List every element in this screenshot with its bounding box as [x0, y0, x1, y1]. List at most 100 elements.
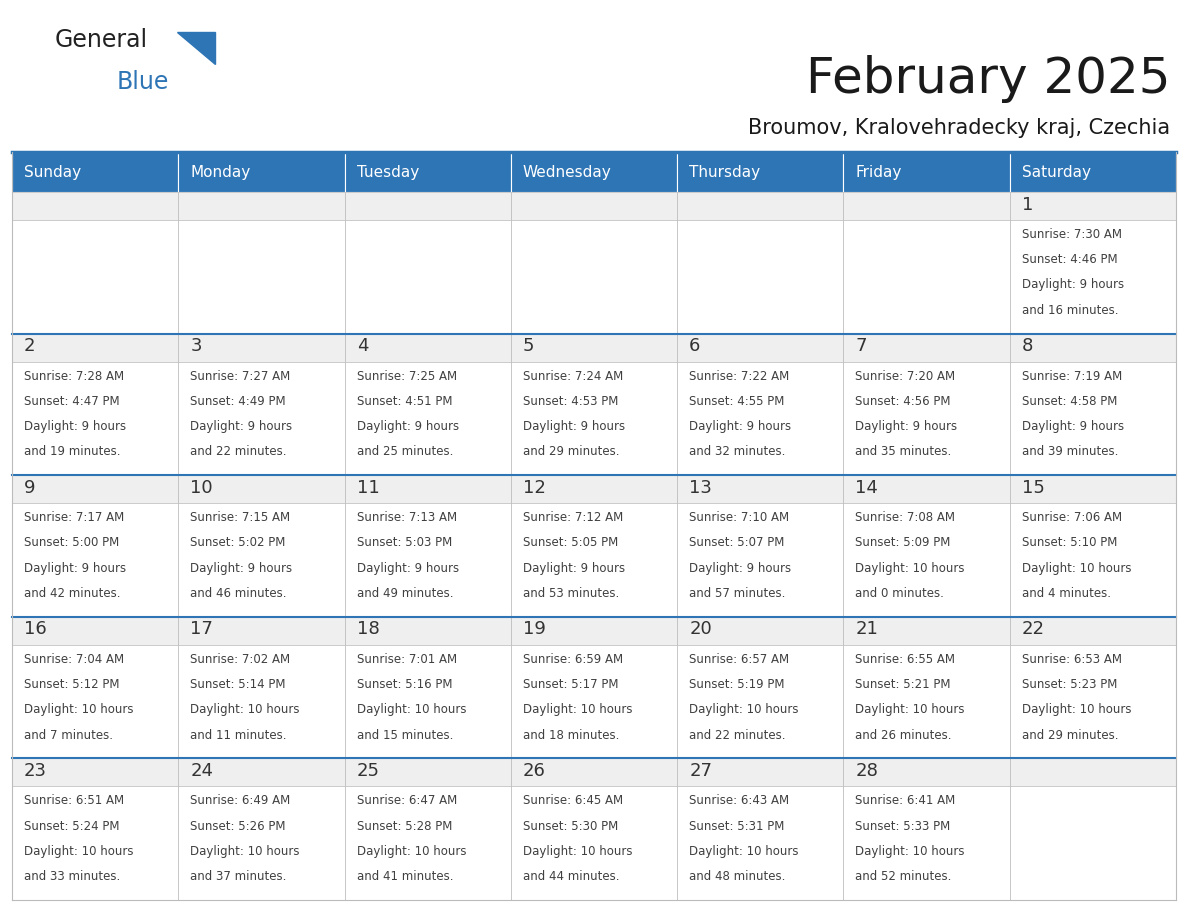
Text: Sunset: 5:21 PM: Sunset: 5:21 PM — [855, 678, 950, 691]
Bar — [12, 192, 178, 220]
Text: Sunset: 5:03 PM: Sunset: 5:03 PM — [356, 536, 451, 550]
Text: Sunrise: 6:57 AM: Sunrise: 6:57 AM — [689, 653, 789, 666]
Bar — [843, 333, 1010, 362]
Bar — [843, 192, 1010, 220]
Bar — [178, 192, 345, 333]
Text: Sunrise: 7:01 AM: Sunrise: 7:01 AM — [356, 653, 456, 666]
Bar — [843, 192, 1010, 333]
Bar — [345, 617, 511, 644]
Text: Sunrise: 7:24 AM: Sunrise: 7:24 AM — [523, 370, 624, 383]
Bar — [677, 758, 843, 787]
Bar — [511, 617, 677, 758]
Bar — [1010, 476, 1176, 503]
Bar — [345, 192, 511, 220]
Text: Daylight: 10 hours: Daylight: 10 hours — [855, 562, 965, 575]
Text: Daylight: 10 hours: Daylight: 10 hours — [689, 845, 798, 858]
Text: and 42 minutes.: and 42 minutes. — [24, 587, 120, 600]
Bar — [843, 333, 1010, 476]
Text: and 57 minutes.: and 57 minutes. — [689, 587, 785, 600]
Bar — [345, 333, 511, 362]
Text: 14: 14 — [855, 479, 878, 497]
Text: 11: 11 — [356, 479, 379, 497]
Text: and 53 minutes.: and 53 minutes. — [523, 587, 619, 600]
Text: Broumov, Kralovehradecky kraj, Czechia: Broumov, Kralovehradecky kraj, Czechia — [748, 118, 1170, 138]
Text: Sunset: 5:31 PM: Sunset: 5:31 PM — [689, 820, 784, 833]
Bar — [843, 476, 1010, 617]
Text: and 46 minutes.: and 46 minutes. — [190, 587, 286, 600]
Text: Blue: Blue — [116, 70, 170, 94]
Text: and 52 minutes.: and 52 minutes. — [855, 870, 952, 883]
Bar — [12, 758, 178, 787]
Text: Sunset: 5:33 PM: Sunset: 5:33 PM — [855, 820, 950, 833]
Bar — [12, 758, 178, 900]
Text: Daylight: 9 hours: Daylight: 9 hours — [855, 420, 958, 433]
Bar — [1010, 333, 1176, 476]
Text: Daylight: 10 hours: Daylight: 10 hours — [523, 845, 632, 858]
Text: Sunset: 5:16 PM: Sunset: 5:16 PM — [356, 678, 453, 691]
Text: Saturday: Saturday — [1022, 164, 1091, 180]
Bar — [12, 192, 178, 333]
Text: Sunrise: 7:22 AM: Sunrise: 7:22 AM — [689, 370, 789, 383]
Text: 24: 24 — [190, 762, 214, 780]
Text: Tuesday: Tuesday — [356, 164, 419, 180]
Text: Daylight: 10 hours: Daylight: 10 hours — [855, 845, 965, 858]
Text: and 16 minutes.: and 16 minutes. — [1022, 304, 1118, 317]
Text: and 48 minutes.: and 48 minutes. — [689, 870, 785, 883]
Text: 15: 15 — [1022, 479, 1044, 497]
Bar — [511, 617, 677, 644]
Text: Sunset: 5:02 PM: Sunset: 5:02 PM — [190, 536, 285, 550]
Text: Sunrise: 6:49 AM: Sunrise: 6:49 AM — [190, 794, 291, 808]
Text: Sunrise: 7:17 AM: Sunrise: 7:17 AM — [24, 511, 125, 524]
Bar — [511, 152, 677, 192]
Text: Thursday: Thursday — [689, 164, 760, 180]
Text: Sunrise: 7:19 AM: Sunrise: 7:19 AM — [1022, 370, 1121, 383]
Text: 2: 2 — [24, 337, 36, 355]
Text: 28: 28 — [855, 762, 878, 780]
Bar — [843, 758, 1010, 787]
Text: Daylight: 10 hours: Daylight: 10 hours — [190, 845, 299, 858]
Bar — [178, 617, 345, 758]
Text: 8: 8 — [1022, 337, 1034, 355]
Text: Daylight: 9 hours: Daylight: 9 hours — [689, 562, 791, 575]
Bar — [843, 476, 1010, 503]
Bar — [178, 476, 345, 503]
Text: Friday: Friday — [855, 164, 902, 180]
Bar — [677, 152, 843, 192]
Text: and 41 minutes.: and 41 minutes. — [356, 870, 453, 883]
Text: Sunset: 4:47 PM: Sunset: 4:47 PM — [24, 395, 120, 408]
Bar — [511, 758, 677, 787]
Bar — [178, 152, 345, 192]
Text: Sunset: 4:51 PM: Sunset: 4:51 PM — [356, 395, 453, 408]
Text: Sunset: 5:30 PM: Sunset: 5:30 PM — [523, 820, 618, 833]
Bar — [345, 476, 511, 503]
Text: Daylight: 10 hours: Daylight: 10 hours — [190, 703, 299, 716]
Bar — [12, 476, 178, 617]
Text: Sunrise: 7:10 AM: Sunrise: 7:10 AM — [689, 511, 789, 524]
Bar — [677, 476, 843, 617]
Text: Sunrise: 6:53 AM: Sunrise: 6:53 AM — [1022, 653, 1121, 666]
Text: Sunrise: 7:02 AM: Sunrise: 7:02 AM — [190, 653, 290, 666]
Text: Daylight: 9 hours: Daylight: 9 hours — [356, 562, 459, 575]
Bar — [677, 617, 843, 644]
Text: 20: 20 — [689, 621, 712, 638]
Text: Sunset: 5:26 PM: Sunset: 5:26 PM — [190, 820, 286, 833]
Text: Sunrise: 6:55 AM: Sunrise: 6:55 AM — [855, 653, 955, 666]
Text: Sunrise: 7:27 AM: Sunrise: 7:27 AM — [190, 370, 291, 383]
Bar — [178, 476, 345, 617]
Text: Monday: Monday — [190, 164, 251, 180]
Text: and 35 minutes.: and 35 minutes. — [855, 445, 952, 458]
Text: Daylight: 10 hours: Daylight: 10 hours — [24, 703, 133, 716]
Text: and 44 minutes.: and 44 minutes. — [523, 870, 619, 883]
Text: Sunset: 4:46 PM: Sunset: 4:46 PM — [1022, 253, 1118, 266]
Text: 4: 4 — [356, 337, 368, 355]
Text: Sunrise: 7:04 AM: Sunrise: 7:04 AM — [24, 653, 124, 666]
Bar — [511, 333, 677, 476]
Text: Sunset: 4:56 PM: Sunset: 4:56 PM — [855, 395, 950, 408]
Text: Daylight: 9 hours: Daylight: 9 hours — [190, 562, 292, 575]
Text: Sunset: 5:05 PM: Sunset: 5:05 PM — [523, 536, 618, 550]
Text: 16: 16 — [24, 621, 46, 638]
Text: and 29 minutes.: and 29 minutes. — [523, 445, 619, 458]
Text: Daylight: 10 hours: Daylight: 10 hours — [855, 703, 965, 716]
Text: 7: 7 — [855, 337, 867, 355]
Text: Sunrise: 6:45 AM: Sunrise: 6:45 AM — [523, 794, 623, 808]
